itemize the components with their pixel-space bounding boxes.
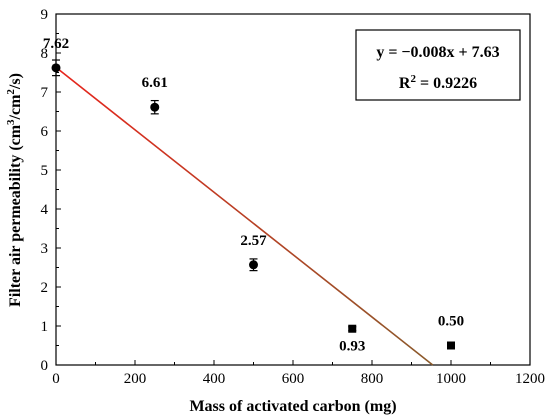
y-tick-label: 9 bbox=[41, 7, 49, 23]
equation-box: y = −0.008x + 7.63 R2 = 0.9226 bbox=[355, 29, 521, 101]
x-tick-label: 1000 bbox=[436, 371, 466, 387]
x-tick-label: 1200 bbox=[515, 371, 545, 387]
y-axis-title: Filter air permeability (cm3/cm2/s) bbox=[5, 73, 24, 307]
data-points: 7.62 6.61 2.57 0.93 0.50 bbox=[43, 36, 464, 355]
y-axis-ticks: 0 1 2 3 4 5 6 7 8 9 bbox=[41, 7, 61, 374]
data-point bbox=[447, 341, 455, 350]
y-tick-label: 2 bbox=[41, 280, 49, 296]
data-point bbox=[150, 102, 160, 112]
y-tick-label: 1 bbox=[41, 319, 49, 335]
y-tick-label: 0 bbox=[41, 358, 49, 374]
x-tick-label: 800 bbox=[361, 371, 384, 387]
x-tick-label: 600 bbox=[282, 371, 305, 387]
r-squared: R2 = 0.9226 bbox=[399, 73, 477, 92]
data-label: 7.62 bbox=[43, 36, 69, 52]
fit-equation: y = −0.008x + 7.63 bbox=[376, 44, 499, 61]
x-axis-title: Mass of activated carbon (mg) bbox=[189, 398, 396, 415]
equation-box-frame bbox=[355, 29, 521, 101]
data-label: 0.93 bbox=[339, 339, 365, 355]
y-tick-label: 7 bbox=[41, 85, 49, 101]
y-tick-label: 6 bbox=[41, 124, 49, 140]
x-tick-label: 0 bbox=[52, 371, 60, 387]
data-point bbox=[249, 260, 258, 270]
y-tick-label: 5 bbox=[41, 163, 49, 179]
x-axis-ticks: 0 200 400 600 800 1000 1200 bbox=[52, 360, 545, 387]
data-label: 2.57 bbox=[240, 233, 267, 249]
x-tick-label: 400 bbox=[203, 371, 226, 387]
fit-line bbox=[55, 66, 434, 366]
x-tick-label: 200 bbox=[124, 371, 147, 387]
y-tick-label: 3 bbox=[41, 241, 49, 257]
data-label: 6.61 bbox=[142, 75, 168, 91]
y-tick-label: 4 bbox=[41, 202, 49, 218]
data-point bbox=[51, 63, 61, 73]
data-label: 0.50 bbox=[438, 314, 464, 330]
data-point bbox=[348, 324, 357, 333]
y-tick-label: 8 bbox=[41, 46, 49, 62]
